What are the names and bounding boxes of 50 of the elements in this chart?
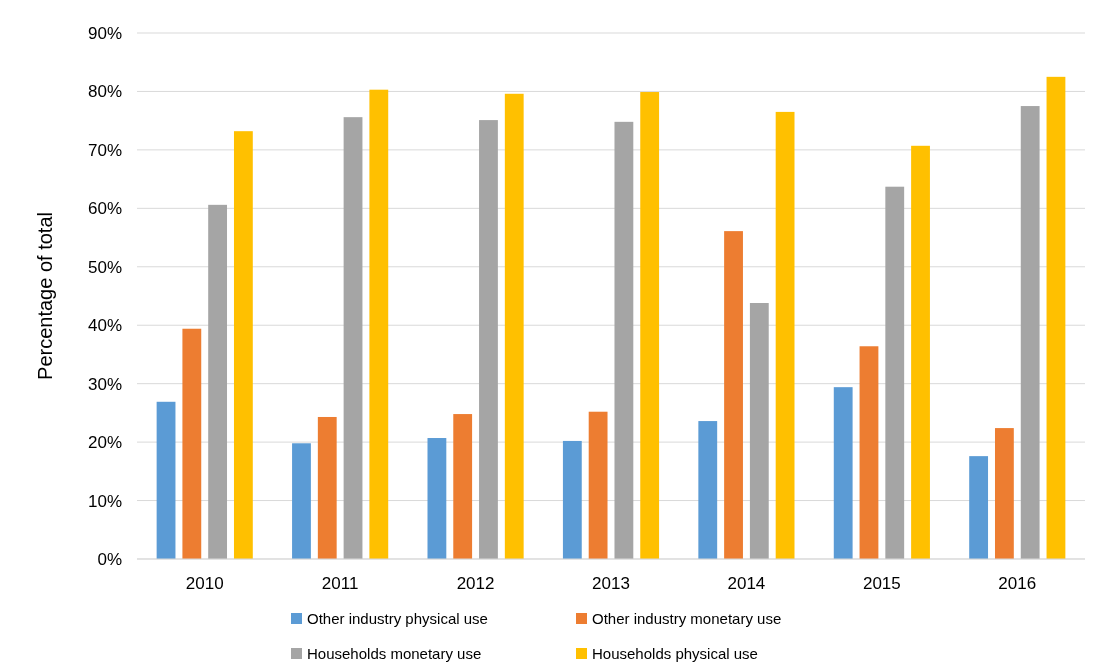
bar [1046,76,1066,559]
bar [698,421,718,559]
y-tick-label: 80% [87,82,122,102]
bar [182,328,202,559]
bar [749,303,769,559]
bar [427,438,447,559]
bar [453,414,473,559]
y-tick-label: 10% [87,491,122,511]
y-tick-label: 60% [87,199,122,219]
bar [504,93,524,559]
bar [369,89,389,559]
bar [614,121,634,559]
legend-label: Other industry monetary use [592,610,782,628]
y-tick-label: 90% [87,23,122,43]
x-tick-label: 2011 [321,574,359,593]
legend-label: Households physical use [592,645,758,663]
bar [833,387,853,559]
bar [724,231,743,559]
bar [208,204,228,559]
bar [562,440,582,559]
bar [994,428,1014,559]
bar [588,411,608,559]
x-tick-label: 2013 [592,574,630,593]
bar [233,131,253,559]
bar [479,120,498,559]
y-tick-label: 70% [87,140,122,160]
bar [640,92,660,559]
bar [911,145,930,559]
legend-label: Other industry physical use [307,610,488,628]
x-tick-label: 2015 [862,574,901,593]
x-tick-label: 2014 [727,574,766,593]
legend-label: Households monetary use [307,645,482,663]
bar [885,186,905,559]
bar [292,443,311,559]
bar [969,456,989,559]
y-tick-label: 50% [87,257,122,277]
bar [156,401,176,559]
x-tick-label: 2016 [998,574,1037,593]
y-tick-label: 40% [87,316,122,336]
x-tick-label: 2010 [185,574,224,593]
y-axis-title: Percentage of total [34,212,56,380]
y-tick-label: 30% [87,374,122,394]
bar [317,416,337,559]
bar [1020,106,1040,559]
bar [859,346,879,559]
y-tick-label: 20% [87,433,122,453]
y-tick-label: 0% [97,549,122,569]
bar [343,117,363,559]
x-tick-label: 2012 [456,574,495,593]
bar [775,111,795,559]
